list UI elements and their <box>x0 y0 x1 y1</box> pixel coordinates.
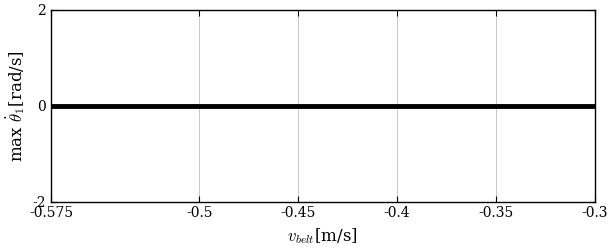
Y-axis label: max $\dot{\theta}_1$[rad/s]: max $\dot{\theta}_1$[rad/s] <box>4 50 27 162</box>
X-axis label: $v_{belt}$[m/s]: $v_{belt}$[m/s] <box>288 226 358 246</box>
